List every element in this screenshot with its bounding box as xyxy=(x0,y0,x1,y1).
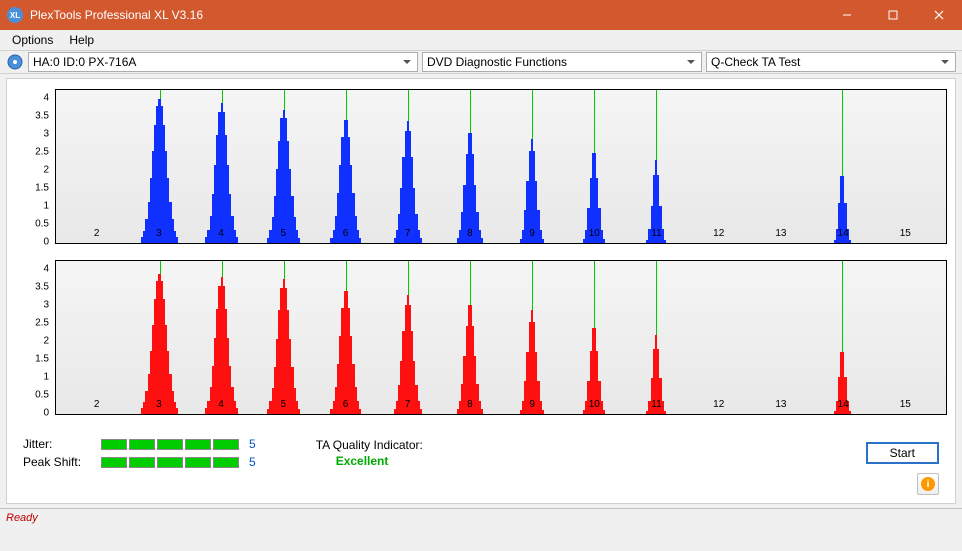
test-select[interactable]: Q-Check TA Test xyxy=(706,52,956,72)
chart-bottom xyxy=(55,260,947,415)
chart-bottom-xaxis: 23456789101112131415 xyxy=(55,399,947,415)
minimize-button[interactable] xyxy=(824,0,870,30)
ta-quality-label: TA Quality Indicator: xyxy=(316,438,423,452)
menu-help[interactable]: Help xyxy=(61,31,102,49)
chart-top-wrap: 00.511.522.533.54 23456789101112131415 xyxy=(15,89,947,244)
close-button[interactable] xyxy=(916,0,962,30)
info-icon: i xyxy=(921,477,935,491)
chart-top-xaxis: 23456789101112131415 xyxy=(55,228,947,244)
menu-options[interactable]: Options xyxy=(4,31,61,49)
menubar: Options Help xyxy=(0,30,962,50)
drive-select-value: HA:0 ID:0 PX-716A xyxy=(33,55,136,69)
chart-bottom-yaxis: 00.511.522.533.54 xyxy=(15,260,55,399)
content-panel: 00.511.522.533.54 23456789101112131415 0… xyxy=(6,78,956,504)
start-button[interactable]: Start xyxy=(866,442,939,464)
titlebar: XL PlexTools Professional XL V3.16 xyxy=(0,0,962,30)
test-select-value: Q-Check TA Test xyxy=(711,55,800,69)
toolbar: HA:0 ID:0 PX-716A DVD Diagnostic Functio… xyxy=(0,50,962,74)
function-select-value: DVD Diagnostic Functions xyxy=(427,55,567,69)
disc-icon xyxy=(6,53,24,71)
info-button[interactable]: i xyxy=(917,473,939,495)
maximize-button[interactable] xyxy=(870,0,916,30)
statusbar: Ready xyxy=(0,508,962,526)
ta-quality-value: Excellent xyxy=(336,454,423,468)
status-text: Ready xyxy=(6,512,38,524)
peak-shift-bar xyxy=(101,457,239,468)
chart-top xyxy=(55,89,947,244)
jitter-value: 5 xyxy=(249,437,256,451)
indicator-panel: Jitter: 5 Peak Shift: 5 TA Quality Indic… xyxy=(15,431,947,471)
chart-top-yaxis: 00.511.522.533.54 xyxy=(15,89,55,228)
jitter-label: Jitter: xyxy=(23,437,95,451)
function-select[interactable]: DVD Diagnostic Functions xyxy=(422,52,702,72)
app-icon: XL xyxy=(7,7,23,23)
chart-bottom-wrap: 00.511.522.533.54 23456789101112131415 xyxy=(15,260,947,415)
drive-select[interactable]: HA:0 ID:0 PX-716A xyxy=(28,52,418,72)
window-title: PlexTools Professional XL V3.16 xyxy=(30,8,824,22)
peak-shift-value: 5 xyxy=(249,455,256,469)
jitter-bar xyxy=(101,439,239,450)
peak-shift-label: Peak Shift: xyxy=(23,455,95,469)
